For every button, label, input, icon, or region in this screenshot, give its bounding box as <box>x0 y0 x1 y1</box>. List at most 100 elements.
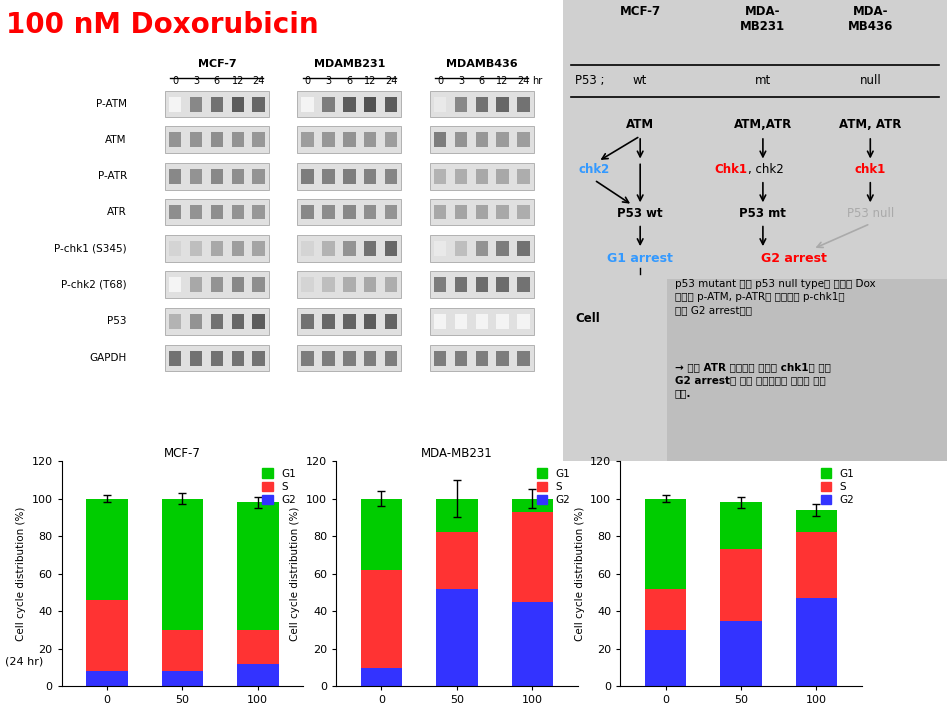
Bar <box>475 241 488 256</box>
Bar <box>343 169 355 184</box>
Bar <box>721 621 761 686</box>
Bar <box>384 351 397 365</box>
Bar <box>434 351 446 365</box>
Bar <box>343 97 355 112</box>
Text: P-ATR: P-ATR <box>98 172 127 182</box>
Text: 24: 24 <box>517 77 529 87</box>
Text: 3: 3 <box>193 77 199 87</box>
Bar <box>517 97 529 112</box>
Bar <box>190 351 203 365</box>
Bar <box>253 314 265 329</box>
Bar <box>364 351 376 365</box>
Text: P-ATM: P-ATM <box>96 99 127 109</box>
Text: ATR: ATR <box>107 207 127 217</box>
Text: 12: 12 <box>232 77 244 87</box>
Bar <box>361 499 402 570</box>
Bar <box>165 345 269 372</box>
Bar <box>253 277 265 292</box>
Bar <box>165 91 269 117</box>
Bar <box>232 351 244 365</box>
Bar <box>253 351 265 365</box>
Text: chk2: chk2 <box>579 163 610 176</box>
Bar <box>169 314 182 329</box>
Bar <box>475 351 488 365</box>
Bar <box>232 241 244 256</box>
Bar <box>455 204 467 220</box>
Text: P-chk2 (T68): P-chk2 (T68) <box>62 280 127 290</box>
Text: 6: 6 <box>214 77 220 87</box>
Bar <box>86 671 128 686</box>
Bar <box>211 97 223 112</box>
Bar <box>297 199 402 225</box>
Bar <box>384 204 397 220</box>
Text: 100 nM Doxorubicin: 100 nM Doxorubicin <box>6 11 318 39</box>
Bar <box>232 132 244 147</box>
Text: → 이때 ATR 억제제의 처리는 chk1을 통한
G2 arrest를 막고 세포사멸을 빠르게 증가
시킴.: → 이때 ATR 억제제의 처리는 chk1을 통한 G2 arrest를 막고… <box>674 362 831 398</box>
Bar <box>434 132 446 147</box>
Bar <box>190 204 203 220</box>
Bar <box>190 314 203 329</box>
Bar <box>667 279 947 461</box>
Bar <box>301 169 313 184</box>
Bar <box>496 314 509 329</box>
Y-axis label: Cell cycle distribution (%): Cell cycle distribution (%) <box>291 507 300 641</box>
Bar <box>455 169 467 184</box>
Bar <box>301 132 313 147</box>
Bar <box>190 277 203 292</box>
Bar <box>434 277 446 292</box>
Text: chk1: chk1 <box>855 163 885 176</box>
Bar <box>211 351 223 365</box>
Bar <box>517 241 529 256</box>
Bar <box>455 241 467 256</box>
Bar <box>511 512 553 602</box>
Text: (24 hr): (24 hr) <box>5 656 43 666</box>
Text: wt: wt <box>633 74 648 87</box>
Bar <box>297 163 402 189</box>
Bar <box>475 277 488 292</box>
Bar <box>434 169 446 184</box>
Text: 0: 0 <box>437 77 443 87</box>
Bar <box>301 277 313 292</box>
Bar <box>475 97 488 112</box>
Bar <box>253 241 265 256</box>
Bar <box>795 510 837 533</box>
Text: 3: 3 <box>457 77 464 87</box>
Bar <box>232 97 244 112</box>
Bar <box>162 499 203 630</box>
Legend: G1, S, G2: G1, S, G2 <box>260 466 298 508</box>
Bar <box>322 132 334 147</box>
Bar <box>384 314 397 329</box>
Bar <box>343 204 355 220</box>
Bar <box>86 499 128 600</box>
Bar <box>169 169 182 184</box>
Text: Cell: Cell <box>575 312 599 325</box>
Bar <box>297 235 402 262</box>
Text: P53 wt: P53 wt <box>617 207 663 220</box>
Text: G2 arrest: G2 arrest <box>760 252 827 265</box>
Bar <box>517 204 529 220</box>
Bar <box>237 664 278 686</box>
Bar <box>322 169 334 184</box>
Bar <box>455 277 467 292</box>
Bar <box>253 97 265 112</box>
Bar <box>322 204 334 220</box>
Bar <box>211 241 223 256</box>
Bar <box>190 169 203 184</box>
Bar <box>517 277 529 292</box>
Bar <box>169 132 182 147</box>
Bar <box>430 163 534 189</box>
Title: MDA-MB231: MDA-MB231 <box>421 447 492 460</box>
Text: Chk1: Chk1 <box>715 163 747 176</box>
Bar <box>721 503 761 549</box>
Bar <box>165 199 269 225</box>
Text: hr: hr <box>532 77 543 87</box>
Bar <box>190 241 203 256</box>
Bar <box>475 204 488 220</box>
Text: MDAMB231: MDAMB231 <box>313 59 385 69</box>
Bar <box>301 97 313 112</box>
Bar <box>437 499 477 533</box>
Bar <box>455 97 467 112</box>
Y-axis label: Cell cycle distribution (%): Cell cycle distribution (%) <box>575 507 584 641</box>
Bar <box>364 169 376 184</box>
Bar <box>297 91 402 117</box>
